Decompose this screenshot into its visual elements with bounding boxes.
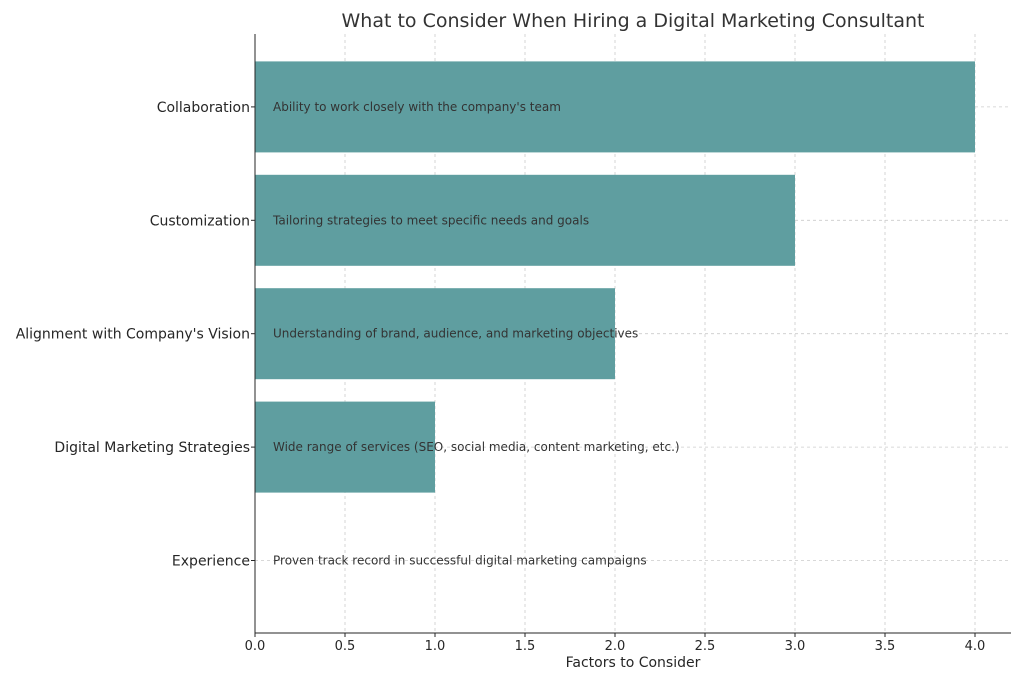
bar	[255, 288, 615, 380]
bar	[255, 174, 795, 266]
y-tick-label: Experience	[172, 554, 250, 570]
bar-annotation: Understanding of brand, audience, and ma…	[273, 327, 638, 341]
y-tick-label: Alignment with Company's Vision	[16, 327, 250, 343]
x-tick-label: 0.5	[335, 639, 356, 654]
x-tick-label: 0.0	[245, 639, 266, 654]
x-tick-label: 1.5	[515, 639, 536, 654]
x-tick-label: 2.5	[695, 639, 716, 654]
x-tick-label: 3.5	[875, 639, 896, 654]
bar-annotation: Wide range of services (SEO, social medi…	[273, 440, 680, 454]
bar-annotation: Ability to work closely with the company…	[273, 100, 561, 114]
bar-annotation: Tailoring strategies to meet specific ne…	[272, 213, 589, 227]
x-tick-label: 2.0	[605, 639, 626, 654]
y-tick-label: Collaboration	[157, 100, 250, 116]
bar	[255, 401, 435, 493]
bar	[255, 61, 975, 153]
x-axis-label: Factors to Consider	[566, 655, 701, 671]
bar-annotation: Proven track record in successful digita…	[273, 554, 647, 568]
y-ticks: Experience Digital Marketing Strategies Al…	[16, 100, 255, 570]
bars	[255, 61, 975, 493]
x-tick-label: 4.0	[965, 639, 986, 654]
y-tick-label: Digital Marketing Strategies	[54, 440, 250, 456]
x-tick-label: 1.0	[425, 639, 446, 654]
bar-annotations: Proven track record in successful digita…	[272, 100, 680, 568]
y-tick-label: Customization	[150, 213, 250, 229]
x-ticks: 0.0 0.5 1.0 1.5 2.0 2.5 3.0 3.5 4.0	[245, 633, 986, 654]
x-tick-label: 3.0	[785, 639, 806, 654]
chart-title: What to Consider When Hiring a Digital M…	[342, 10, 925, 32]
